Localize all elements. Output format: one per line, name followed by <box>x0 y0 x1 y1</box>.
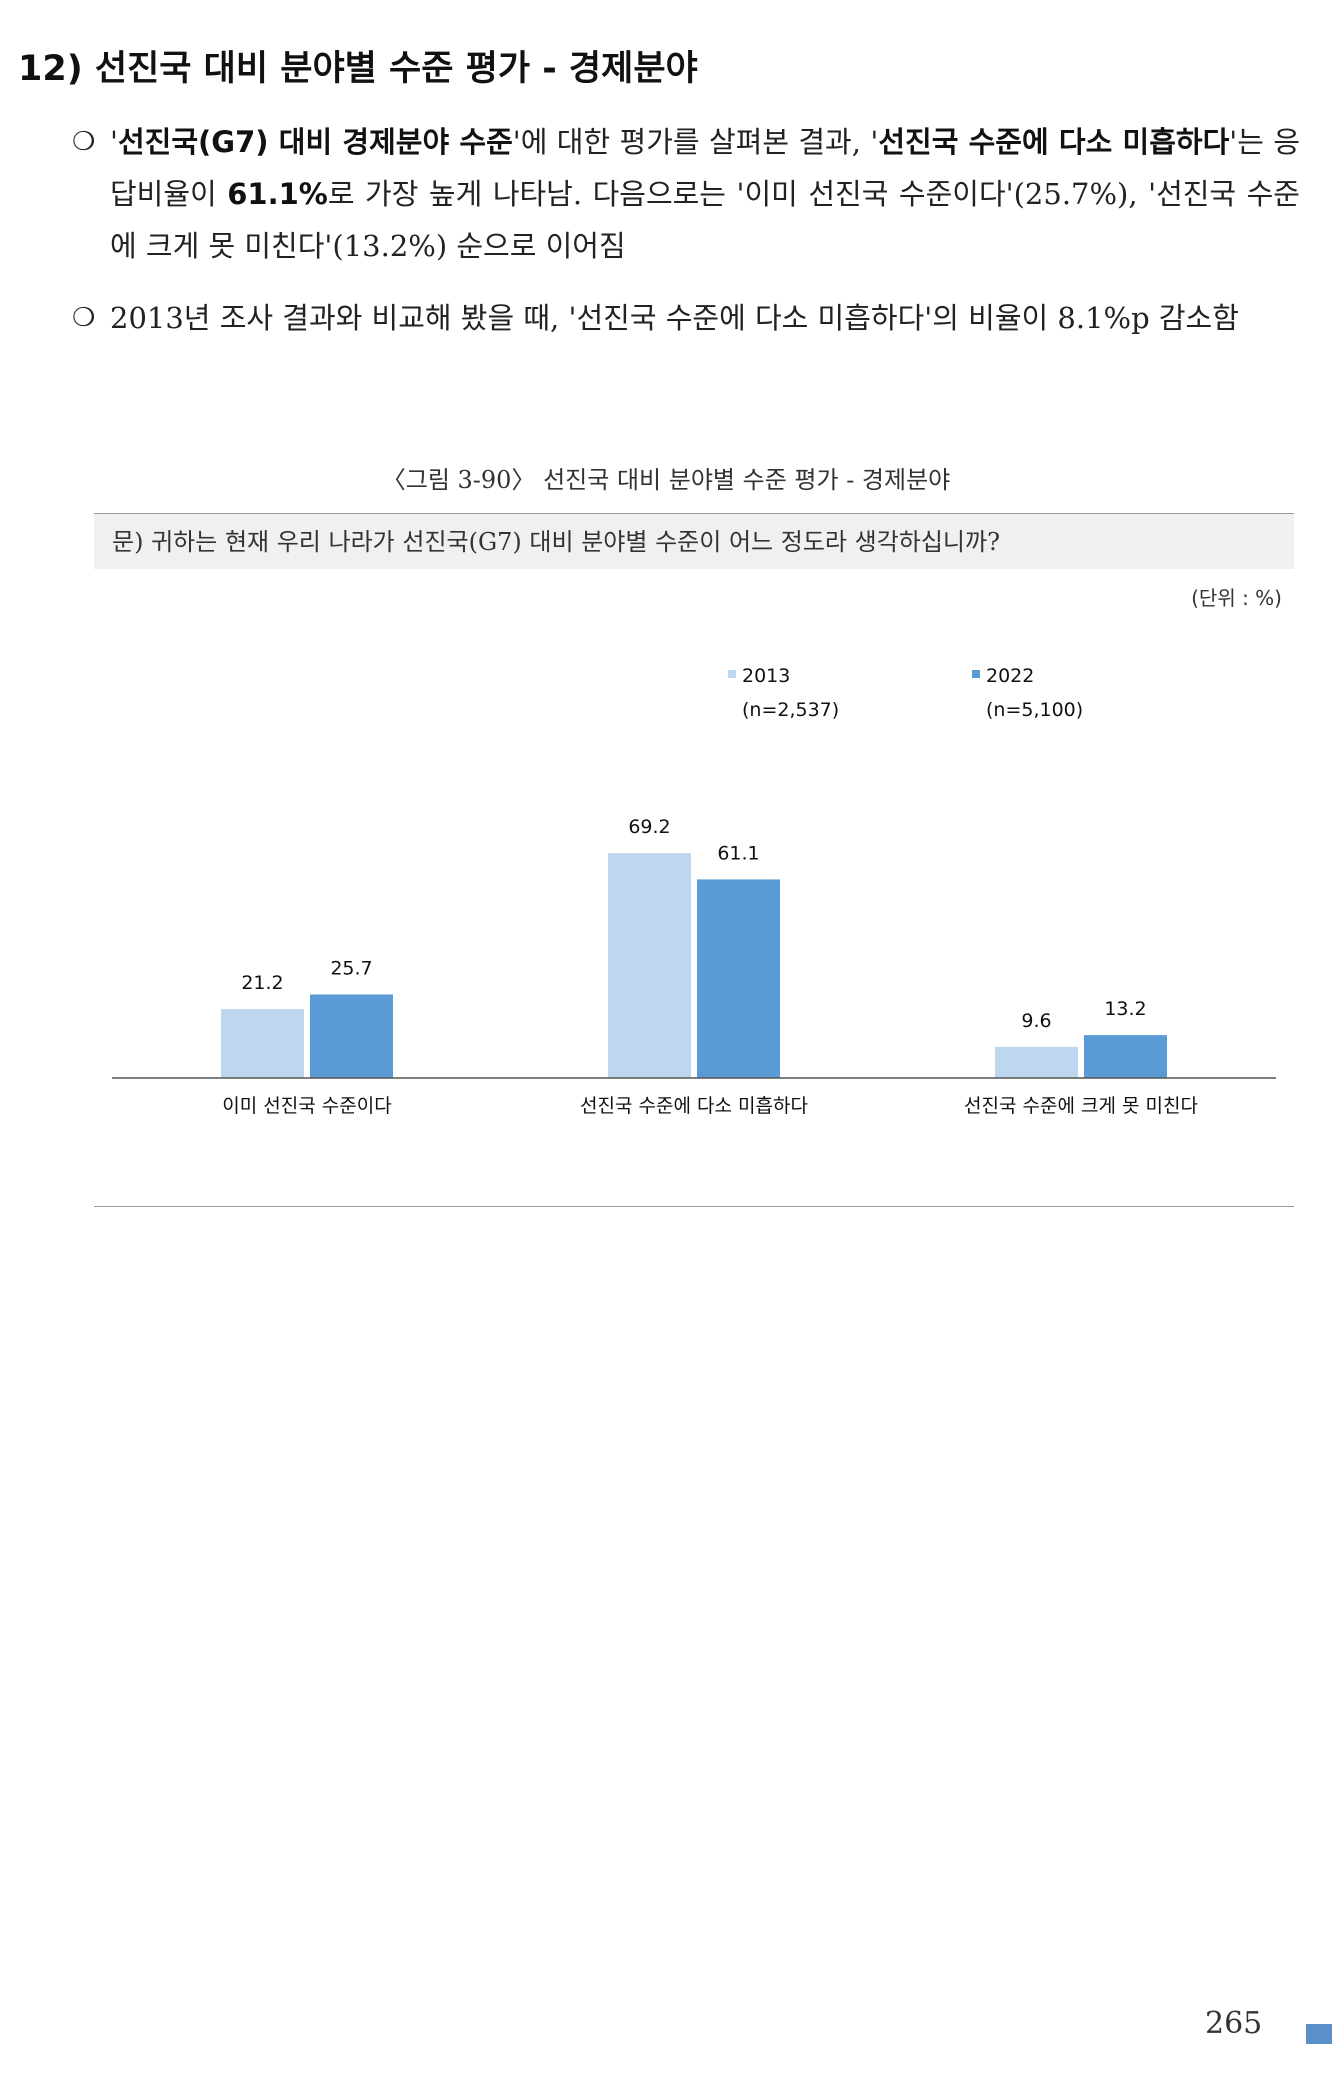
bar-2013-2 <box>995 1046 1078 1078</box>
legend-label-2013: 2013 <box>742 665 790 687</box>
summary-paragraph-1: ❍ '선진국(G7) 대비 경제분야 수준'에 대한 평가를 살펴본 결과, '… <box>72 116 1300 272</box>
p1-bold-percent: 61.1% <box>227 177 328 211</box>
bar-2022-2 <box>1084 1035 1167 1078</box>
p1-text-1: '에 대한 평가를 살펴본 결과, ' <box>512 125 879 159</box>
survey-question: 문) 귀하는 현재 우리 나라가 선진국(G7) 대비 분야별 수준이 어느 정… <box>94 513 1294 569</box>
bar-2013-1 <box>608 853 691 1078</box>
category-label-0: 이미 선진국 수준이다 <box>222 1095 391 1117</box>
bar-chart: 2013 (n=2,537) 2022 (n=5,100) 21.2 25.7 이미 선진국… <box>112 665 1276 1117</box>
value-label-2013-2: 9.6 <box>1021 1010 1051 1032</box>
p2-text: 2013년 조사 결과와 비교해 봤을 때, '선진국 수준에 다소 미흡하다'… <box>110 301 1239 335</box>
legend-swatch-2013 <box>728 670 736 678</box>
value-label-2022-1: 61.1 <box>717 842 759 864</box>
bar-2022-0 <box>310 994 393 1078</box>
page-corner-mark <box>1306 2024 1332 2044</box>
legend-swatch-2022 <box>972 670 980 678</box>
summary-paragraph-2: ❍ 2013년 조사 결과와 비교해 봤을 때, '선진국 수준에 다소 미흡하… <box>72 292 1300 344</box>
page-number: 265 <box>1205 2006 1263 2041</box>
section-heading: 12) 선진국 대비 분야별 수준 평가 - 경제분야 <box>18 49 698 89</box>
unit-label: (단위 : %) <box>1191 586 1282 610</box>
legend-label-2022: 2022 <box>986 665 1034 687</box>
p1-text-2: '는 응답비율이 <box>110 125 1300 211</box>
category-label-1: 선진국 수준에 다소 미흡하다 <box>580 1095 808 1117</box>
bar-2013-0 <box>221 1009 304 1078</box>
value-label-2022-2: 13.2 <box>1104 998 1146 1020</box>
p1-text-3: 로 가장 높게 나타남. 다음으로는 '이미 선진국 수준이다'(25.7%),… <box>110 177 1300 263</box>
figure-title: 〈그림 3-90〉 선진국 대비 분야별 수준 평가 - 경제분야 <box>381 466 951 494</box>
p1-quote: ' <box>110 125 118 159</box>
value-label-2013-0: 21.2 <box>241 972 283 994</box>
bullet-circle-icon: ❍ <box>72 127 96 157</box>
legend-n-2013: (n=2,537) <box>742 699 839 721</box>
category-label-2: 선진국 수준에 크게 못 미친다 <box>964 1095 1198 1117</box>
legend-n-2022: (n=5,100) <box>986 699 1083 721</box>
bullet-circle-icon: ❍ <box>72 303 96 333</box>
p1-bold-answer: 선진국 수준에 다소 미흡하다 <box>878 125 1230 159</box>
bar-2022-1 <box>697 879 780 1078</box>
value-label-2013-1: 69.2 <box>628 816 670 838</box>
value-label-2022-0: 25.7 <box>330 957 372 979</box>
p1-bold-topic: 선진국(G7) 대비 경제분야 수준 <box>117 125 513 159</box>
figure-bottom-rule <box>94 1206 1294 1207</box>
